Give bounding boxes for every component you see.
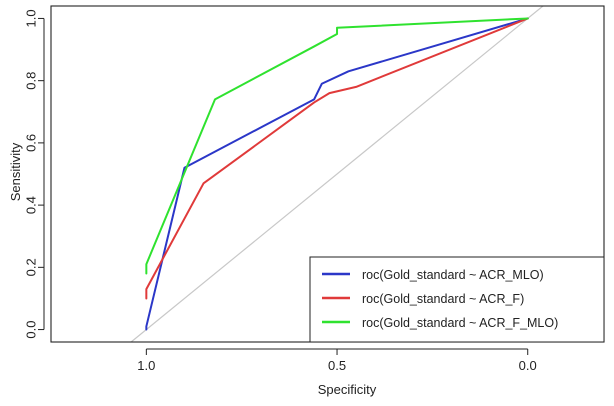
legend-label-3: roc(Gold_standard ~ ACR_F_MLO) [362, 316, 558, 330]
y-axis-label: Sensitivity [8, 142, 23, 201]
roc-series-line-1 [145, 17, 529, 331]
legend-label-1: roc(Gold_standard ~ ACR_MLO) [362, 268, 544, 282]
legend-label-2: roc(Gold_standard ~ ACR_F) [362, 292, 524, 306]
x-axis-label: Specificity [318, 382, 377, 397]
x-tick-label: 0.0 [519, 358, 537, 373]
reference-diagonal-line [130, 5, 544, 343]
legend: roc(Gold_standard ~ ACR_MLO) roc(Gold_sta… [309, 256, 605, 343]
y-tick-label: 0.2 [23, 258, 38, 276]
y-tick-label: 1.0 [23, 9, 38, 27]
roc-series-line-2 [145, 17, 529, 300]
y-tick-label: 0.8 [23, 72, 38, 90]
x-tick-label: 0.5 [328, 358, 346, 373]
y-tick-label: 0.6 [23, 134, 38, 152]
y-tick-label: 0.0 [23, 321, 38, 339]
roc-series-line-3 [145, 17, 529, 275]
legend-box [309, 256, 605, 343]
y-tick-label: 0.4 [23, 196, 38, 214]
x-tick-label: 1.0 [137, 358, 155, 373]
